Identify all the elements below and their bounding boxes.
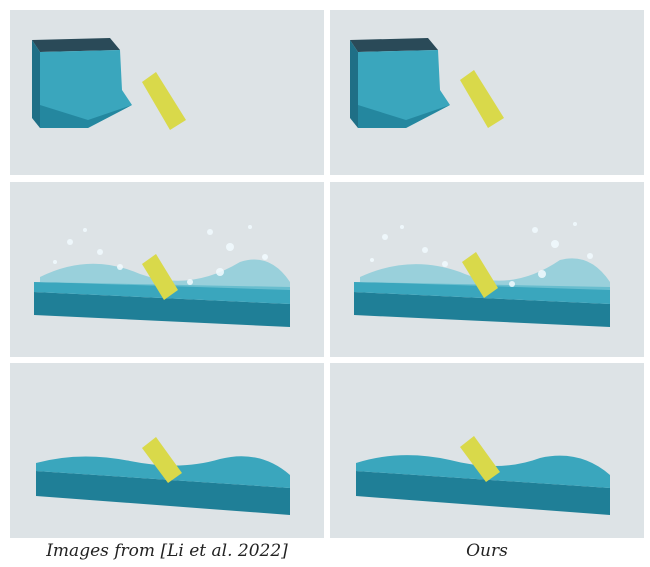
panel-row2-left-splash [10, 182, 324, 357]
caption-right: Ours [466, 541, 508, 561]
panel-row3-right-settled [330, 363, 644, 538]
panel-row3-left-settled [10, 363, 324, 538]
caption-left: Images from [Li et al. 2022] [46, 541, 288, 561]
panel-row1-left-dam-break [10, 10, 324, 175]
panel-row2-right-splash [330, 182, 644, 357]
panel-row1-right-dam-break [330, 10, 644, 175]
